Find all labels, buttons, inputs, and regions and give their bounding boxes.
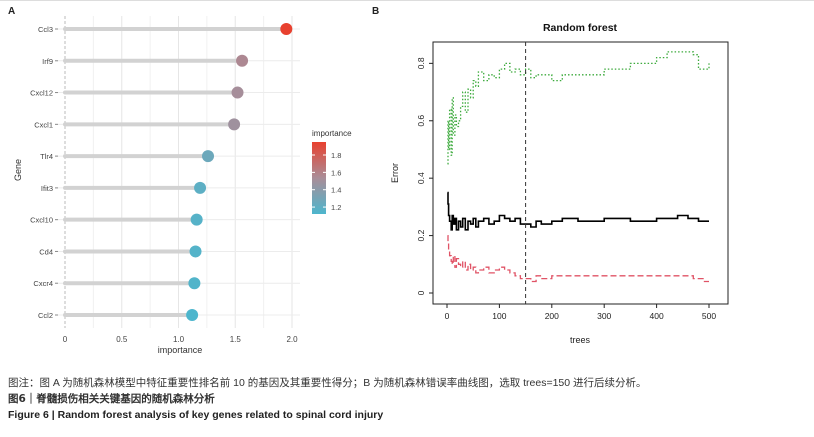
panel-a-point — [236, 54, 249, 67]
panel-a-gene-labels: Ccl3 Irf9 Cxcl12 Cxcl1 Tlr4 Ifit3 Cxcl10 Cd4 Cxc… — [30, 25, 58, 320]
panel-a-gene-label: Ifit3 — [41, 184, 53, 193]
panel-b-x-tick-label: 200 — [545, 311, 559, 321]
panel-a-gene-label: Tlr4 — [40, 152, 53, 161]
panel-b-error-lines — [447, 51, 710, 283]
panel-b-x-tick-label: 100 — [492, 311, 506, 321]
panel-a-gene-label: Irf9 — [42, 57, 53, 66]
panel-a-gene-label: Cxcl1 — [34, 120, 53, 129]
panel-b-y-tick-label: 0.2 — [416, 229, 426, 241]
panel-a-legend-tick-label: 1.6 — [331, 168, 341, 177]
panel-a-points — [186, 23, 293, 321]
panel-b-series-line — [447, 51, 710, 165]
panel-a-x-tick-label: 0 — [63, 335, 68, 344]
panel-b-y-ticks: 0 0.2 0.4 0.6 0.8 — [416, 57, 433, 295]
panel-a-point — [186, 309, 199, 321]
panel-a-gene-label: Ccl3 — [38, 25, 53, 34]
panel-b-y-axis-title: Error — [390, 163, 400, 183]
panel-a-stems — [63, 27, 289, 317]
panel-a-legend-title: importance — [312, 129, 352, 138]
top-border — [0, 0, 814, 1]
panel-b-plot-frame — [432, 41, 729, 305]
figure-caption-chinese: 图6｜脊髓损伤相关关键基因的随机森林分析 — [8, 393, 215, 405]
panel-b-series-line — [447, 191, 709, 231]
panel-a-legend-tick-label: 1.8 — [331, 151, 341, 160]
panel-a-point — [189, 245, 202, 258]
panel-a-label: A — [8, 6, 15, 17]
panel-a-legend-tick-label: 1.2 — [331, 203, 341, 212]
panel-b-y-tick-label: 0.6 — [416, 115, 426, 127]
panel-b-x-tick-label: 0 — [445, 311, 450, 321]
panel-a-point — [202, 150, 215, 163]
panel-b-series-line — [447, 234, 709, 283]
panel-b-x-ticks: 0 100 200 300 400 500 — [445, 304, 716, 321]
panel-a-point — [190, 213, 203, 226]
panel-b-y-tick-label: 0.4 — [416, 172, 426, 184]
figure-canvas: A Ccl3Irf9Cxcl12Cxcl1Tlr4Ifit3Cxcl10Cd4C… — [8, 6, 729, 355]
panel-a-x-tick-label: 1.5 — [230, 335, 242, 344]
panel-a-x-tick-label: 2.0 — [286, 335, 298, 344]
panel-a-gene-label: Cxcl12 — [30, 89, 53, 98]
panel-a-legend-tick-label: 1.4 — [331, 186, 341, 195]
panel-a-point — [228, 118, 241, 131]
figure-caption-english: Figure 6 | Random forest analysis of key… — [8, 409, 384, 421]
panel-a-legend-ticks: 1.8 1.6 1.4 1.2 — [312, 151, 341, 212]
panel-a-gene-label: Ccl2 — [38, 311, 53, 320]
panel-a-gene-label: Cxcl10 — [30, 216, 53, 225]
panel-a-gene-label: Cd4 — [39, 247, 53, 256]
panel-b-y-tick-label: 0.8 — [416, 57, 426, 69]
panel-a-x-tick-labels: 0 0.5 1.0 1.5 2.0 — [63, 335, 298, 344]
panel-b-x-tick-label: 400 — [650, 311, 664, 321]
figure-note: 图注：图 A 为随机森林模型中特征重要性排名前 10 的基因及其重要性得分；B … — [8, 377, 647, 389]
panel-a-point — [231, 86, 244, 99]
panel-a-point — [188, 277, 201, 290]
panel-b-label: B — [372, 6, 379, 17]
panel-a-point — [280, 23, 293, 35]
panel-b-x-tick-label: 500 — [702, 311, 716, 321]
panel-a-point — [194, 181, 207, 194]
panel-b-x-tick-label: 300 — [597, 311, 611, 321]
panel-a-gene-label: Cxcr4 — [33, 279, 53, 288]
panel-b-x-axis-title: trees — [570, 335, 591, 345]
panel-b-y-tick-label: 0 — [416, 290, 426, 295]
panel-a-x-axis-title: importance — [158, 345, 203, 355]
panel-a-y-axis-title: Gene — [13, 159, 23, 181]
panel-a-legend-colorbar — [312, 142, 326, 214]
panel-a-x-tick-label: 1.0 — [173, 335, 185, 344]
panel-a-x-tick-label: 0.5 — [116, 335, 128, 344]
panel-b-title: Random forest — [543, 22, 618, 34]
